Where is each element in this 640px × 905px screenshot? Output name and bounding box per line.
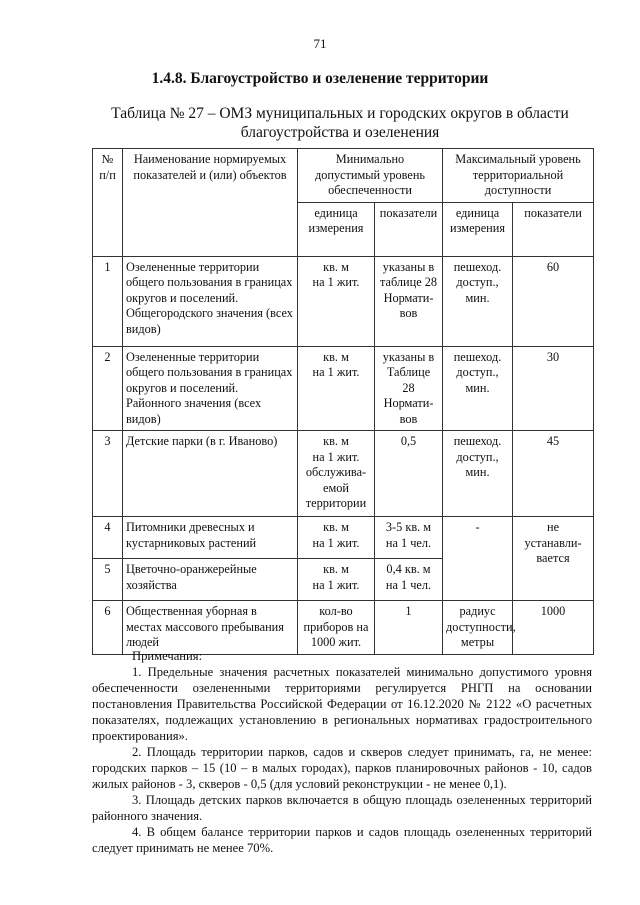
- note-item: 1. Предельные значения расчетных показат…: [92, 665, 592, 743]
- header-max-level: Максимальный уровень территориальной дос…: [442, 148, 595, 203]
- cell-unit2: пешеход. доступ., мин.: [442, 430, 514, 517]
- cell-name: Питомники древесных и кустарниковых раст…: [122, 516, 298, 559]
- header-unit2: единица измерения: [442, 201, 514, 257]
- header-unit: единица измерения: [297, 201, 375, 257]
- note-item: 4. В общем балансе территории парков и с…: [92, 825, 592, 855]
- notes: Примечания: 1. Предельные значения расче…: [92, 648, 592, 856]
- cell-unit2: радиус доступности, метры: [442, 600, 516, 655]
- cell-num: 1: [92, 255, 123, 347]
- table-caption: Таблица № 27 – ОМЗ муниципальных и город…: [111, 105, 569, 141]
- cell-name: Озелененные территории общего пользовани…: [122, 345, 298, 431]
- table-row: 5 Цветочно-оранжерейные хозяйства кв. м …: [92, 558, 594, 601]
- cell-name: Детские парки (в г. Иваново): [122, 430, 298, 517]
- cell-unit2: пешеход. доступ., мин.: [442, 255, 514, 347]
- notes-heading: Примечания:: [132, 649, 203, 663]
- cell-value2: не устанавли- вается: [512, 516, 595, 601]
- note-item: 3. Площадь детских парков включается в о…: [92, 793, 592, 823]
- cell-name: Общественная уборная в местах массового …: [122, 600, 298, 655]
- cell-value2: 60: [512, 255, 595, 347]
- cell-value: указаны в таблице 28 Нормати- вов: [373, 255, 444, 347]
- cell-value2: 1000: [512, 600, 595, 655]
- cell-value2: 30: [512, 345, 595, 431]
- cell-num: 6: [92, 600, 123, 655]
- cell-unit: кв. м на 1 жит.: [297, 345, 375, 431]
- cell-value: 3-5 кв. м на 1 чел.: [373, 516, 444, 559]
- cell-unit2: пешеход. доступ., мин.: [442, 345, 514, 431]
- header-name: Наименование нормируемых показателей и (…: [122, 148, 298, 257]
- cell-unit: кв. м на 1 жит.: [297, 255, 375, 347]
- norms-table: № п/п Наименование нормируемых показател…: [92, 148, 595, 655]
- cell-num: 5: [92, 558, 123, 601]
- cell-unit2: -: [442, 516, 514, 601]
- cell-value: указаны в Таблице 28 Нормати- вов: [373, 345, 444, 431]
- table-row: 1 Озелененные территории общего пользова…: [92, 255, 595, 347]
- cell-value: 1: [373, 600, 444, 655]
- page-number: 71: [313, 36, 327, 51]
- table-row: 2 Озелененные территории общего пользова…: [92, 345, 595, 431]
- cell-unit: кол-во приборов на 1000 жит.: [297, 600, 375, 655]
- header-min-level: Минимально допустимый уровень обеспеченн…: [296, 148, 444, 203]
- cell-num: 2: [92, 345, 123, 431]
- cell-value2: 45: [512, 430, 595, 517]
- cell-unit: кв. м на 1 жит.: [297, 516, 375, 559]
- section-title: 1.4.8. Благоустройство и озеленение терр…: [151, 70, 489, 87]
- header-value: показатели: [373, 201, 444, 257]
- cell-num: 3: [92, 430, 123, 517]
- cell-value: 0,4 кв. м на 1 чел.: [373, 558, 444, 601]
- cell-name: Озелененные территории общего пользовани…: [122, 255, 298, 347]
- cell-name: Цветочно-оранжерейные хозяйства: [122, 558, 298, 601]
- table-row: 3 Детские парки (в г. Иваново) кв. м на …: [92, 430, 595, 517]
- header-num: № п/п: [92, 148, 123, 257]
- header-value2: показатели: [512, 201, 595, 257]
- cell-value: 0,5: [373, 430, 444, 517]
- table-row: 4 Питомники древесных и кустарниковых ра…: [92, 516, 595, 601]
- cell-unit: кв. м на 1 жит. обслужива- емой территор…: [297, 430, 375, 517]
- table-row: 6 Общественная уборная в местах массовог…: [92, 600, 595, 655]
- note-item: 2. Площадь территории парков, садов и ск…: [92, 745, 592, 791]
- cell-unit: кв. м на 1 жит.: [297, 558, 375, 601]
- cell-num: 4: [92, 516, 123, 559]
